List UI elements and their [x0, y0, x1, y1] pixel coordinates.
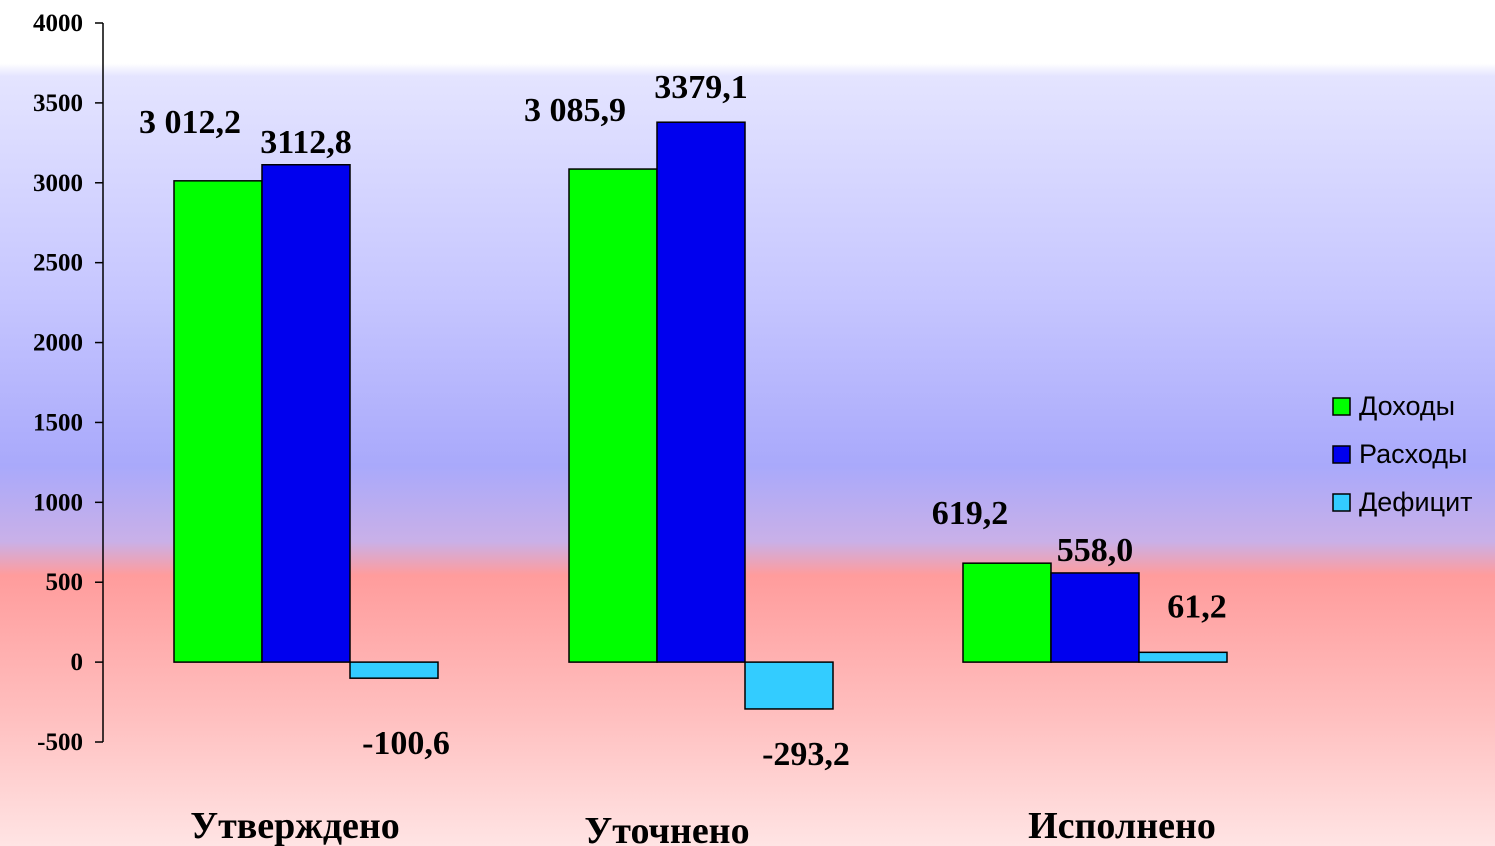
- y-tick-label: 2000: [33, 330, 83, 357]
- data-label: 61,2: [1167, 588, 1227, 625]
- y-tick-label: -500: [37, 729, 83, 756]
- data-label: 558,0: [1057, 532, 1134, 569]
- y-tick-label: 3000: [33, 170, 83, 197]
- bar-income: [568, 168, 658, 663]
- y-tick-label: 0: [71, 649, 84, 676]
- y-tick-label: 2500: [33, 250, 83, 277]
- bar-deficit: [349, 661, 439, 679]
- legend-swatch: [1332, 493, 1351, 512]
- legend-swatch: [1332, 445, 1351, 464]
- bar-income: [962, 562, 1052, 663]
- data-label: -100,6: [362, 725, 450, 762]
- legend-label: Расходы: [1359, 439, 1467, 469]
- data-label: 3 012,2: [139, 104, 241, 141]
- category-label: Уточнено: [584, 810, 749, 846]
- data-label: -293,2: [762, 736, 850, 773]
- legend: Доходы Расходы Дефицит: [1332, 391, 1473, 517]
- data-labels: 3 012,2 3 085,9 619,2 3112,8 3379,1 558,0 -100…: [139, 69, 1227, 773]
- bar-deficit: [744, 661, 834, 710]
- data-label: 3379,1: [654, 69, 748, 106]
- y-axis: -500 0 500 1000 1500 2000 2500 3000 3500 4000: [33, 10, 104, 756]
- category-labels: Утверждено Уточнено Исполнено: [190, 805, 1216, 846]
- bars: [173, 121, 1228, 710]
- y-tick-label: 4000: [33, 10, 83, 37]
- y-tick-label: 1000: [33, 489, 83, 516]
- legend-label: Дефицит: [1359, 487, 1473, 517]
- legend-label: Доходы: [1359, 391, 1455, 421]
- bar-deficit: [1138, 651, 1228, 663]
- y-tick-label: 500: [46, 569, 84, 596]
- bar-expense: [261, 164, 351, 663]
- data-label: 3 085,9: [524, 92, 626, 129]
- category-label: Исполнено: [1028, 805, 1216, 846]
- data-label: 619,2: [932, 495, 1009, 532]
- category-label: Утверждено: [190, 805, 400, 846]
- data-label: 3112,8: [260, 124, 352, 161]
- bar-income: [173, 180, 263, 663]
- legend-swatch: [1332, 397, 1351, 416]
- bar-expense: [1050, 572, 1140, 663]
- y-tick-label: 3500: [33, 90, 83, 117]
- bar-expense: [656, 121, 746, 663]
- y-tick-label: 1500: [33, 409, 83, 436]
